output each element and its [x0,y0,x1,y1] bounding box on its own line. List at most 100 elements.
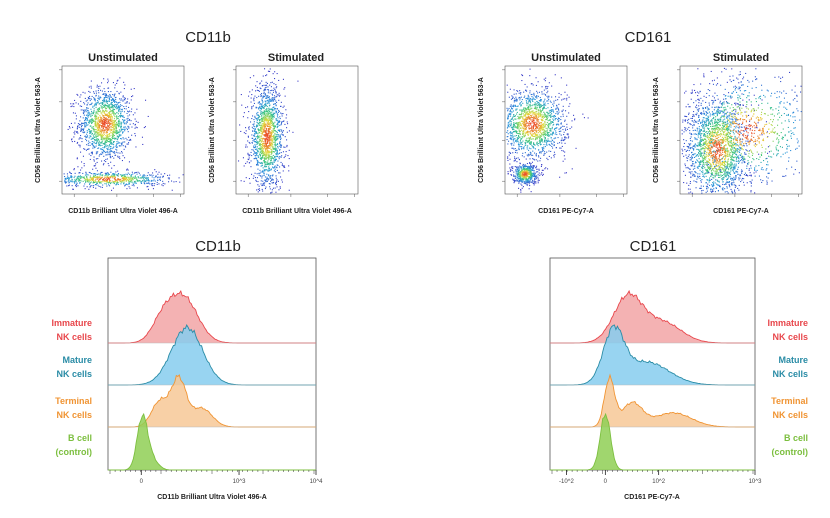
scatter-point [97,134,99,136]
scatter-point [261,93,263,95]
scatter-point [84,109,86,111]
scatter-point [111,155,113,157]
scatter-point [88,98,90,100]
scatter-point [101,151,103,153]
scatter-point [121,115,123,117]
scatter-point [524,167,526,169]
scatter-point [77,166,79,168]
scatter-point [70,173,72,175]
scatter-point [533,147,535,149]
scatter-point [147,177,149,179]
scatter-point [533,95,535,97]
scatter-point [116,116,118,118]
scatter-point [536,117,538,119]
scatter-point [536,138,538,140]
scatter-point [239,124,241,126]
scatter-point [107,128,109,130]
scatter-point [261,113,263,115]
scatter-point [262,148,264,150]
scatter-point [100,139,102,141]
scatter-point [536,117,538,119]
scatter-point [545,139,547,141]
scatter-point [179,181,181,183]
scatter-point [103,117,105,119]
scatter-point [558,120,560,122]
scatter-point [517,143,519,145]
scatter-point [533,112,535,114]
scatter-point [521,74,523,76]
scatter-point [524,134,526,136]
scatter-point [103,112,105,114]
scatter-point [261,151,263,153]
scatter-point [265,94,267,96]
scatter-point [108,165,110,167]
scatter-point [547,133,549,135]
scatter-point [91,121,93,123]
scatter-point [582,113,584,115]
scatter-point [111,128,113,130]
scatter-point [288,130,290,132]
scatter-point [99,174,101,176]
scatter-point [110,104,112,106]
scatter-point [516,100,518,102]
scatter-point [120,99,122,101]
scatter-point [251,89,253,91]
scatter-point [271,119,273,121]
scatter-point [80,116,82,118]
scatter-point [85,180,87,182]
scatter-point [512,152,514,154]
scatter-point [513,175,515,177]
scatter-point [562,129,564,131]
scatter-point [265,119,267,121]
scatter-point [539,126,541,128]
scatter-point [275,184,277,186]
scatter-point [273,116,275,118]
scatter-point [252,149,254,151]
scatter-point [121,144,123,146]
scatter-point [278,109,280,111]
scatter-point [286,144,288,146]
scatter-point [80,176,82,178]
scatter-point [546,134,548,136]
scatter-point [153,185,155,187]
scatter-point [118,120,120,122]
scatter-point [93,182,95,184]
scatter-point [116,174,118,176]
scatter-point [530,154,532,156]
scatter-point [518,135,520,137]
scatter-point [275,92,277,94]
scatter-point [104,180,106,182]
scatter-point [277,114,279,116]
scatter-point [547,116,549,118]
scatter-point [92,128,94,130]
scatter-point [112,147,114,149]
scatter-point [273,130,275,132]
scatter-point [528,142,530,144]
scatter-point [89,185,91,187]
scatter-point [530,111,532,113]
scatter-point [119,142,121,144]
scatter-point [262,147,264,149]
scatter-point [255,117,257,119]
scatter-point [113,131,115,133]
scatter-point [86,144,88,146]
scatter-point [259,154,261,156]
scatter-point [531,145,533,147]
scatter-point [144,177,146,179]
scatter-point [113,123,115,125]
scatter-point [267,96,269,98]
scatter-point [543,126,545,128]
scatter-point [274,108,276,110]
scatter-point [69,180,71,182]
scatter-point [109,180,111,182]
scatter-point [120,183,122,185]
scatter-point [122,145,124,147]
scatter-point [113,104,115,106]
scatter-point [260,107,262,109]
scatter-point [143,127,145,129]
scatter-point [260,165,262,167]
scatter-point [526,90,528,92]
scatter-point [259,162,261,164]
scatter-point [513,128,515,130]
scatter-point [286,146,288,148]
